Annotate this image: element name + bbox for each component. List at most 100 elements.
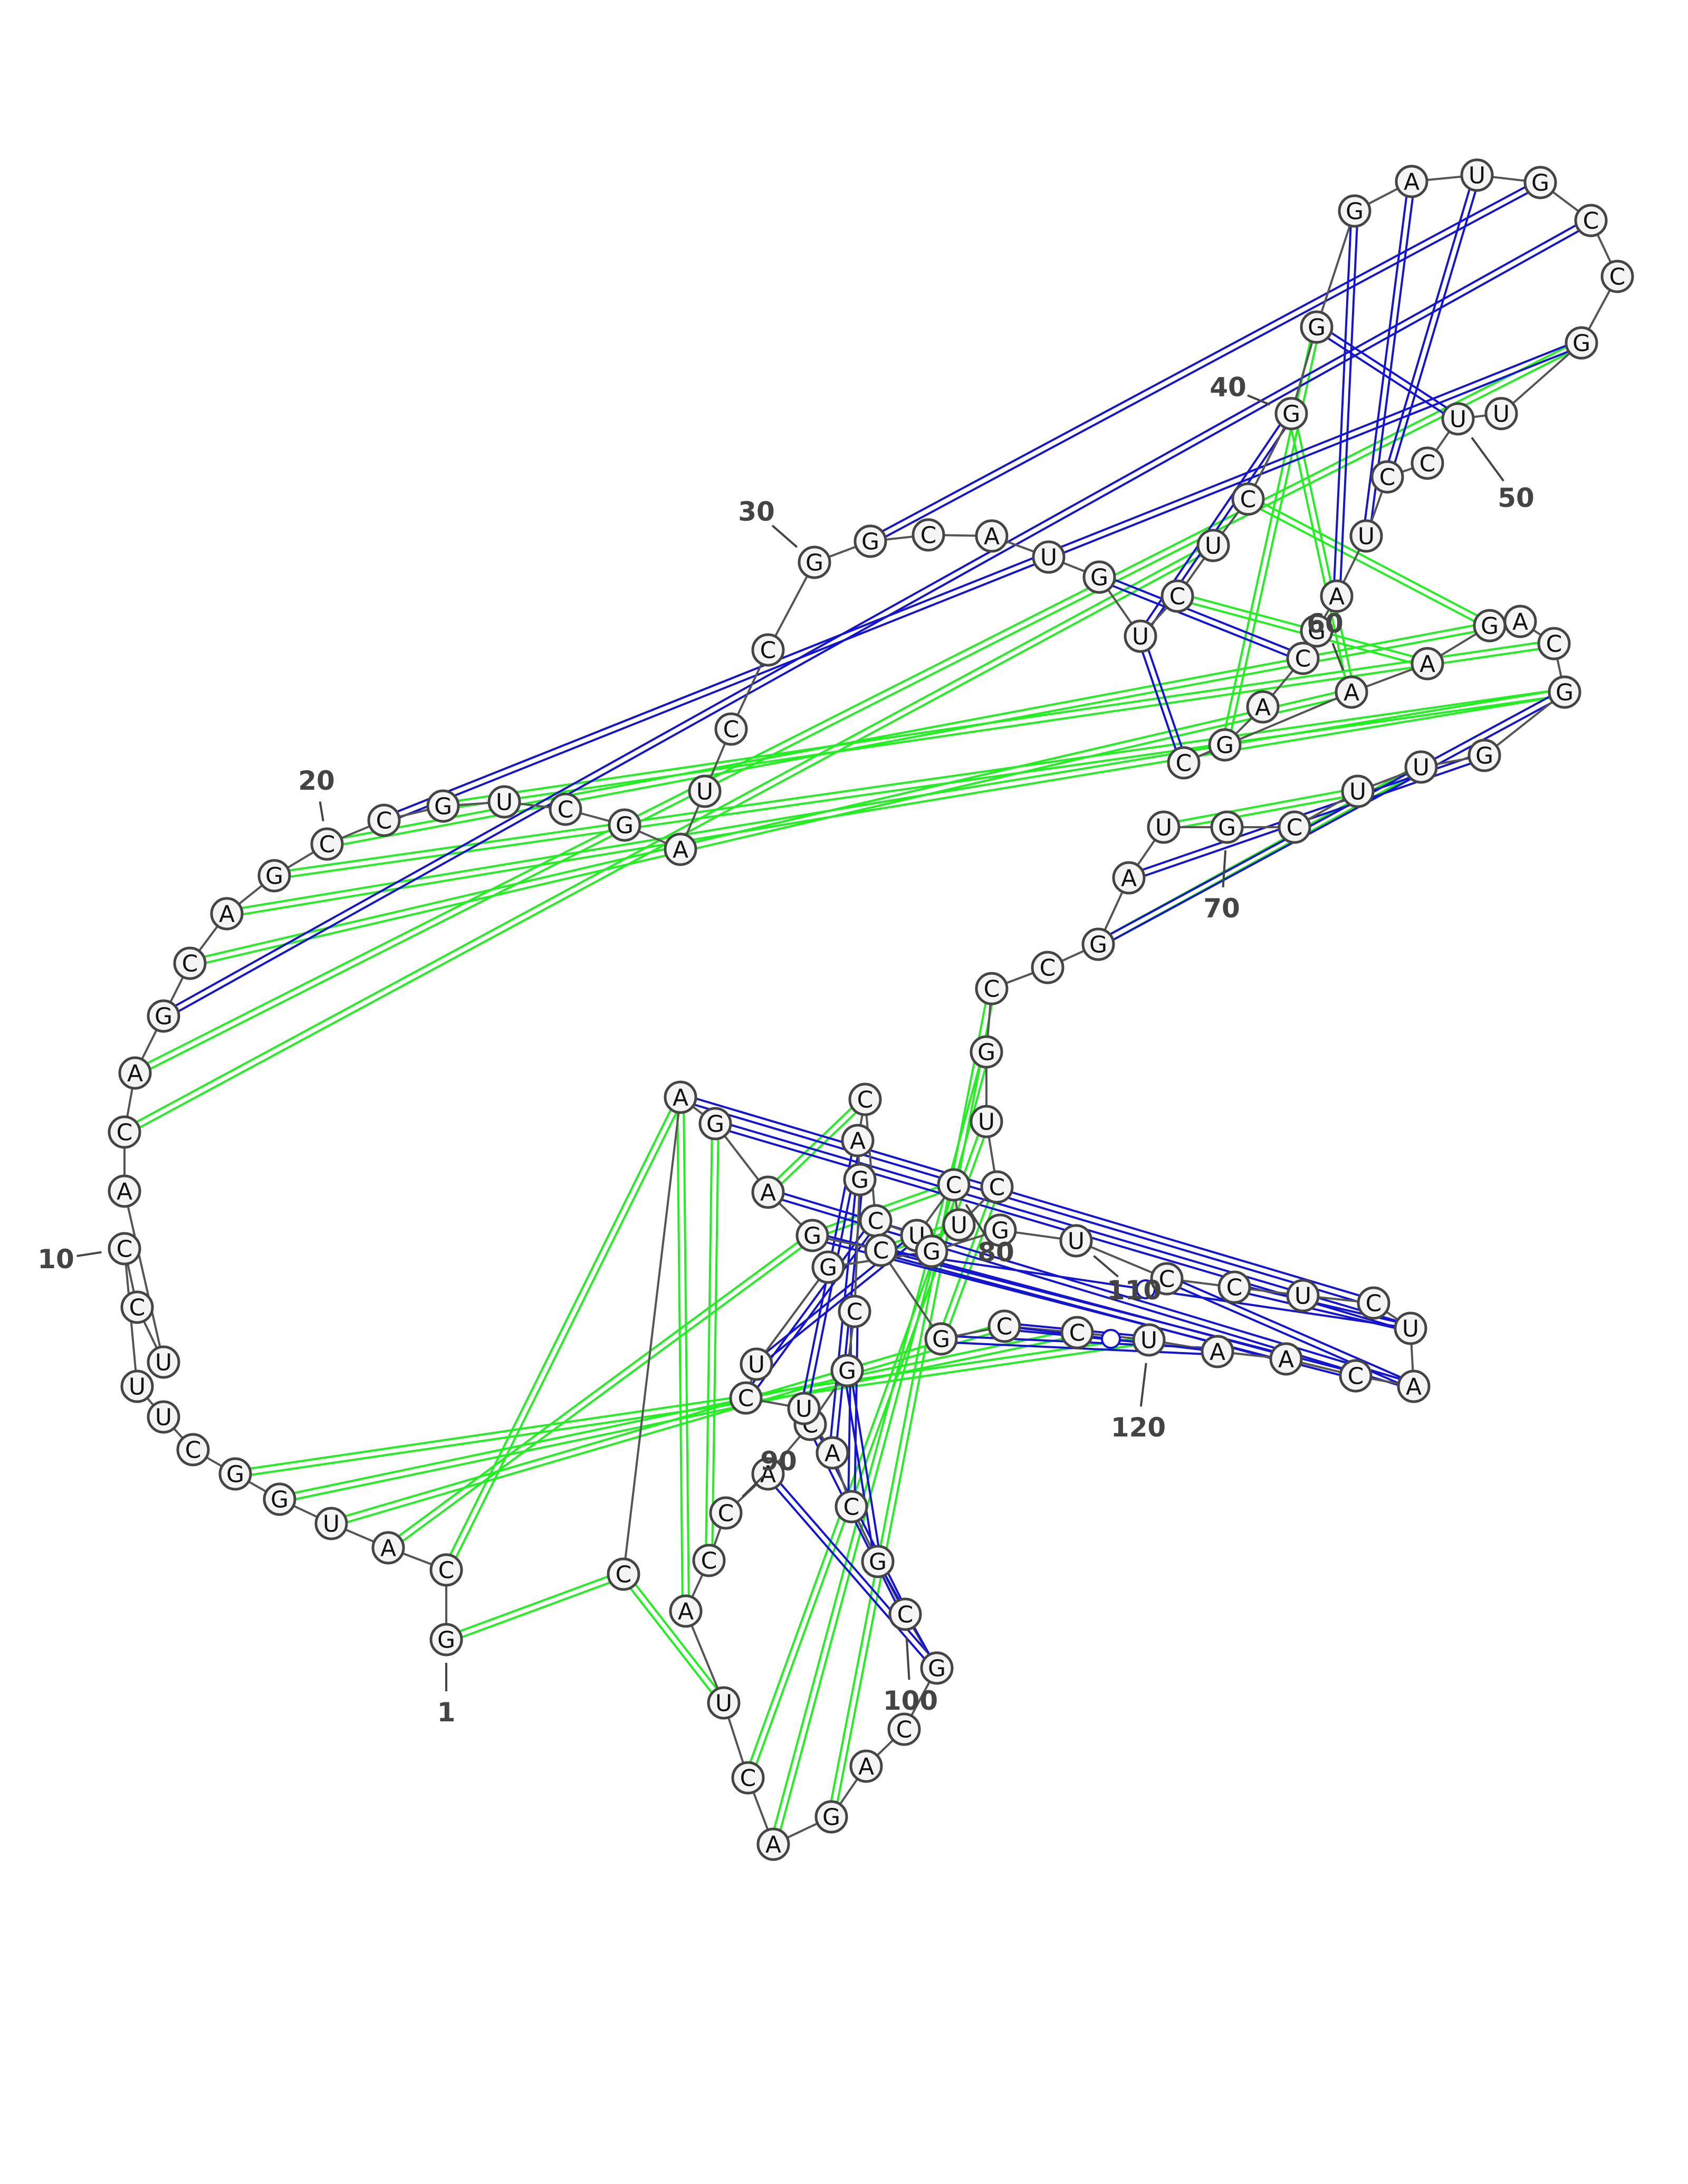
green-base-pair-40-60 bbox=[1287, 413, 1356, 693]
index-label-90: 90 bbox=[742, 1446, 797, 1498]
nucleotide-115: U bbox=[1394, 1311, 1427, 1345]
index-label-text: 110 bbox=[1107, 1275, 1162, 1306]
nucleotide-letter: U bbox=[1294, 1283, 1311, 1310]
green-base-pair-1-129 bbox=[445, 1570, 625, 1644]
nucleotide-68: U bbox=[1341, 774, 1375, 808]
nucleotide-letter: G bbox=[1216, 732, 1234, 759]
nucleotide-letter: U bbox=[795, 1396, 812, 1423]
nucleotide-letter: C bbox=[847, 1299, 863, 1326]
nucleotide-83: C bbox=[848, 1083, 882, 1116]
nucleotide-letter: U bbox=[1205, 533, 1222, 560]
nucleotide-letter: A bbox=[678, 1598, 694, 1625]
nucleotide-letter: G bbox=[932, 1326, 950, 1353]
nucleotide-letter: A bbox=[1344, 679, 1359, 706]
nucleotide-letter: U bbox=[1349, 779, 1366, 806]
green-base-pair-22-64 bbox=[442, 639, 1555, 810]
nucleotide-113: U bbox=[1286, 1279, 1320, 1313]
nucleotide-119: A bbox=[1201, 1335, 1234, 1368]
nucleotide-4: U bbox=[314, 1507, 348, 1540]
nucleotide-81: U bbox=[900, 1219, 934, 1252]
nucleotide-94: C bbox=[731, 1761, 765, 1795]
green-base-pair-92-128 bbox=[676, 1097, 690, 1612]
nucleotide-letter: C bbox=[1379, 464, 1396, 491]
nucleotide-52: C bbox=[1370, 460, 1404, 494]
nucleotide-letter: G bbox=[1282, 401, 1300, 428]
nucleotide-letter: C bbox=[1159, 1266, 1175, 1293]
nucleotide-126: A bbox=[751, 1175, 785, 1209]
index-label-text: 70 bbox=[1203, 893, 1240, 924]
nucleotide-letter: C bbox=[984, 976, 1000, 1003]
nucleotide-48: G bbox=[1565, 326, 1598, 360]
nucleotide-letter: U bbox=[1413, 754, 1430, 781]
nucleotide-letter: C bbox=[1069, 1320, 1086, 1347]
nucleotide-64: C bbox=[1537, 627, 1571, 660]
nucleotide-letter: G bbox=[437, 1627, 455, 1654]
nucleotide-letter: A bbox=[850, 1128, 866, 1155]
nucleotide-letter: A bbox=[1255, 694, 1271, 721]
nucleotide-letter: U bbox=[951, 1212, 967, 1239]
nucleotide-78: C bbox=[980, 1170, 1014, 1204]
nucleotide-letter: C bbox=[182, 951, 198, 978]
nucleotide-letter: A bbox=[1406, 1374, 1422, 1401]
nucleotide-16: G bbox=[147, 999, 180, 1033]
nucleotide-15: A bbox=[118, 1056, 152, 1090]
index-label-60: 60 bbox=[1307, 608, 1345, 671]
nucleotide-109: G bbox=[983, 1213, 1017, 1247]
nucleotide-28: C bbox=[714, 712, 748, 746]
green-base-pair-75-96 bbox=[827, 988, 996, 1818]
nucleotide-29: C bbox=[751, 633, 785, 667]
nucleotide-106: U bbox=[740, 1347, 773, 1381]
nucleotide-122: C bbox=[987, 1309, 1021, 1343]
nucleotide-95: A bbox=[756, 1827, 790, 1861]
nucleotide-letter: U bbox=[1493, 401, 1510, 428]
nucleotide-letter: A bbox=[380, 1535, 396, 1562]
nucleotide-letter: A bbox=[1278, 1346, 1294, 1373]
nucleotide-112: C bbox=[1217, 1270, 1251, 1304]
nucleotide-66: G bbox=[1468, 739, 1501, 772]
green-base-pair-83-126 bbox=[765, 1096, 868, 1195]
nucleotide-102: C bbox=[835, 1490, 868, 1524]
nucleotide-92: A bbox=[669, 1594, 703, 1628]
nucleotide-letter: C bbox=[558, 797, 574, 823]
nucleotide-letter: C bbox=[1348, 1363, 1364, 1390]
green-base-pair-6-120 bbox=[234, 1336, 1150, 1478]
nucleotide-100: C bbox=[888, 1597, 922, 1631]
nucleotide-letter: C bbox=[1583, 208, 1599, 235]
nucleotide-35: G bbox=[1082, 560, 1116, 594]
nucleotide-80: C bbox=[937, 1168, 971, 1202]
nucleotide-letter: C bbox=[1295, 646, 1311, 673]
nucleotide-letter: G bbox=[1308, 314, 1326, 341]
nucleotide-101: G bbox=[861, 1545, 895, 1578]
nucleotide-2: C bbox=[429, 1553, 463, 1587]
index-label-text: 90 bbox=[760, 1446, 797, 1477]
nucleotide-letter: G bbox=[923, 1239, 941, 1266]
nucleotide-letter: A bbox=[219, 901, 235, 928]
nucleotide-letter: C bbox=[1420, 451, 1436, 477]
nucleotide-74: C bbox=[1031, 951, 1064, 984]
nucleotide-36: U bbox=[1124, 619, 1157, 653]
nucleotide-letter: A bbox=[760, 1461, 776, 1488]
blue-base-pair-41-50 bbox=[1314, 323, 1461, 423]
index-label-1: 1 bbox=[437, 1663, 456, 1728]
nucleotide-letter: C bbox=[718, 1500, 734, 1527]
nucleotide-letter: G bbox=[271, 1487, 289, 1514]
nucleotide-letter: C bbox=[738, 1385, 754, 1412]
nucleotide-70: G bbox=[1210, 810, 1244, 844]
nucleotide-65: G bbox=[1548, 675, 1581, 709]
nucleotide-letter: C bbox=[1609, 264, 1626, 291]
index-label-40: 40 bbox=[1210, 372, 1271, 406]
nucleotide-letter: A bbox=[1329, 583, 1345, 610]
nucleotide-letter: G bbox=[1481, 613, 1499, 640]
index-label-text: 1 bbox=[437, 1697, 456, 1728]
nucleotide-letter: A bbox=[765, 1832, 781, 1859]
nucleotide-62: G bbox=[1473, 609, 1507, 643]
nucleotide-letter: G bbox=[928, 1655, 946, 1682]
nucleotide-129: C bbox=[607, 1557, 640, 1591]
nucleotide-21: C bbox=[367, 803, 401, 837]
nucleotide-10: C bbox=[108, 1232, 141, 1266]
nucleotide-72: A bbox=[1112, 861, 1146, 895]
nucleotide-17: C bbox=[173, 946, 207, 980]
index-label-10: 10 bbox=[37, 1244, 102, 1275]
nucleotide-letter: U bbox=[978, 1109, 995, 1136]
